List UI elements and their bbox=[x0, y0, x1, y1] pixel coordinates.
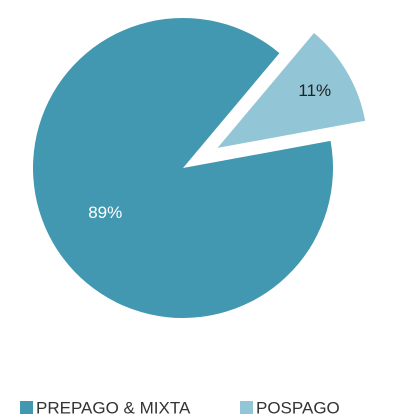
legend-label: POSPAGO bbox=[256, 398, 340, 417]
data-label: 89% bbox=[88, 203, 122, 222]
pie-slice bbox=[32, 17, 334, 318]
data-label: 11% bbox=[298, 81, 331, 100]
legend-swatch bbox=[20, 401, 33, 414]
legend-label: PREPAGO & MIXTA bbox=[36, 398, 191, 417]
pie-slice bbox=[217, 32, 366, 148]
legend-swatch bbox=[240, 401, 253, 414]
